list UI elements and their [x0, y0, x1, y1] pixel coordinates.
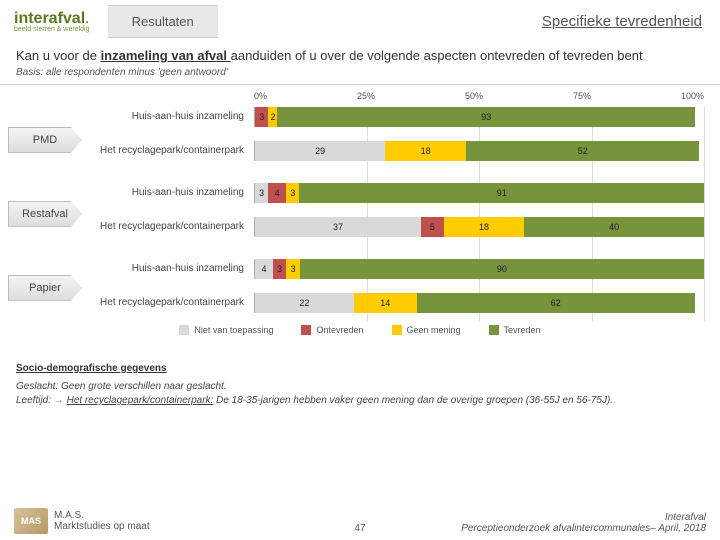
bar-segment: 18	[385, 141, 466, 161]
footer-study: Perceptieonderzoek afvalintercommunales–…	[461, 523, 706, 534]
category-arrow: Papier	[8, 275, 82, 301]
basis-note: Basis: alle respondenten minus 'geen ant…	[0, 67, 720, 85]
bar-segment: 2	[268, 107, 277, 127]
footer-org2: Marktstudies op maat	[54, 521, 150, 532]
legend-swatch	[392, 325, 402, 335]
category-arrow: PMD	[8, 127, 82, 153]
legend-label: Tevreden	[504, 325, 541, 335]
footer-brand: Interafval	[461, 512, 706, 523]
bar-segment: 40	[524, 217, 704, 237]
bar-track: 3293	[254, 107, 704, 127]
socio-demographics: Socio-demografische gegevens Geslacht: G…	[0, 353, 720, 412]
legend-label: Niet van toepassing	[194, 325, 273, 335]
bar-segment: 29	[255, 141, 385, 161]
footer-org1: M.A.S.	[54, 510, 150, 521]
category-arrow: Restafval	[8, 201, 82, 227]
bar-track: 291852	[254, 141, 704, 161]
bar-segment: 52	[466, 141, 699, 161]
legend-swatch	[301, 325, 311, 335]
bar-track: 221462	[254, 293, 704, 313]
x-axis: 0% 25% 50% 75% 100%	[16, 91, 704, 101]
bar-row: Huis-aan-huis inzameling34391	[16, 181, 704, 205]
socio-line-gender: Geslacht: Geen grote verschillen naar ge…	[16, 380, 704, 394]
bar-segment: 3	[255, 183, 268, 203]
logo: interafval. beeld sterren & wereldig	[14, 10, 90, 33]
bar-segment: 14	[354, 293, 417, 313]
header-bar: interafval. beeld sterren & wereldig Res…	[0, 0, 720, 42]
logo-tagline: beeld sterren & wereldig	[14, 26, 90, 33]
bar-segment: 4	[255, 259, 273, 279]
tab-results: Resultaten	[108, 5, 218, 38]
bar-segment: 3	[255, 107, 268, 127]
bar-segment: 18	[444, 217, 525, 237]
legend-item: Tevreden	[489, 325, 541, 335]
stacked-bar-chart: 0% 25% 50% 75% 100% PMD Restafval Papier Huis-…	[0, 85, 720, 353]
bar-segment: 91	[299, 183, 704, 203]
bar-segment: 90	[300, 259, 704, 279]
section-title: Specifieke tevredenheid	[542, 13, 702, 30]
bar-label: Huis-aan-huis inzameling	[16, 187, 254, 198]
bar-segment: 5	[421, 217, 443, 237]
bar-row: Het recyclagepark/containerpark3751840	[16, 215, 704, 239]
page-number: 47	[354, 523, 365, 534]
x-tick: 50%	[465, 91, 483, 101]
bar-segment: 4	[268, 183, 286, 203]
bar-track: 43390	[254, 259, 704, 279]
legend-swatch	[489, 325, 499, 335]
bar-track: 3751840	[254, 217, 704, 237]
bar-label: Huis-aan-huis inzameling	[16, 263, 254, 274]
bar-segment: 3	[286, 183, 299, 203]
mas-logo: MAS	[14, 508, 48, 534]
bar-segment: 22	[255, 293, 354, 313]
bar-row: Het recyclagepark/containerpark291852	[16, 139, 704, 163]
legend-item: Geen mening	[392, 325, 461, 335]
bar-row: Het recyclagepark/containerpark221462	[16, 291, 704, 315]
legend-swatch	[179, 325, 189, 335]
x-tick: 25%	[357, 91, 375, 101]
legend: Niet van toepassing Ontevreden Geen mening…	[16, 325, 704, 335]
bar-label: Huis-aan-huis inzameling	[16, 111, 254, 122]
bar-segment: 3	[273, 259, 286, 279]
x-tick: 100%	[681, 91, 704, 101]
legend-label: Ontevreden	[316, 325, 363, 335]
bar-track: 34391	[254, 183, 704, 203]
socio-line-age: Leeftijd: → Het recyclagepark/containerp…	[16, 394, 704, 408]
x-tick: 75%	[573, 91, 591, 101]
bar-segment: 3	[286, 259, 299, 279]
bar-row: Huis-aan-huis inzameling3293	[16, 105, 704, 129]
socio-heading: Socio-demografische gegevens	[16, 363, 704, 374]
footer: MAS M.A.S. Marktstudies op maat 47 Inter…	[0, 508, 720, 534]
bar-segment: 62	[417, 293, 695, 313]
legend-label: Geen mening	[407, 325, 461, 335]
x-tick: 0%	[254, 91, 267, 101]
legend-item: Ontevreden	[301, 325, 363, 335]
question-text: Kan u voor de inzameling van afval aandu…	[0, 42, 720, 67]
legend-item: Niet van toepassing	[179, 325, 273, 335]
logo-text: interafval	[14, 10, 85, 27]
arrow-icon: →	[54, 395, 64, 406]
bar-row: Huis-aan-huis inzameling43390	[16, 257, 704, 281]
bar-segment: 37	[255, 217, 421, 237]
bar-segment: 93	[277, 107, 695, 127]
